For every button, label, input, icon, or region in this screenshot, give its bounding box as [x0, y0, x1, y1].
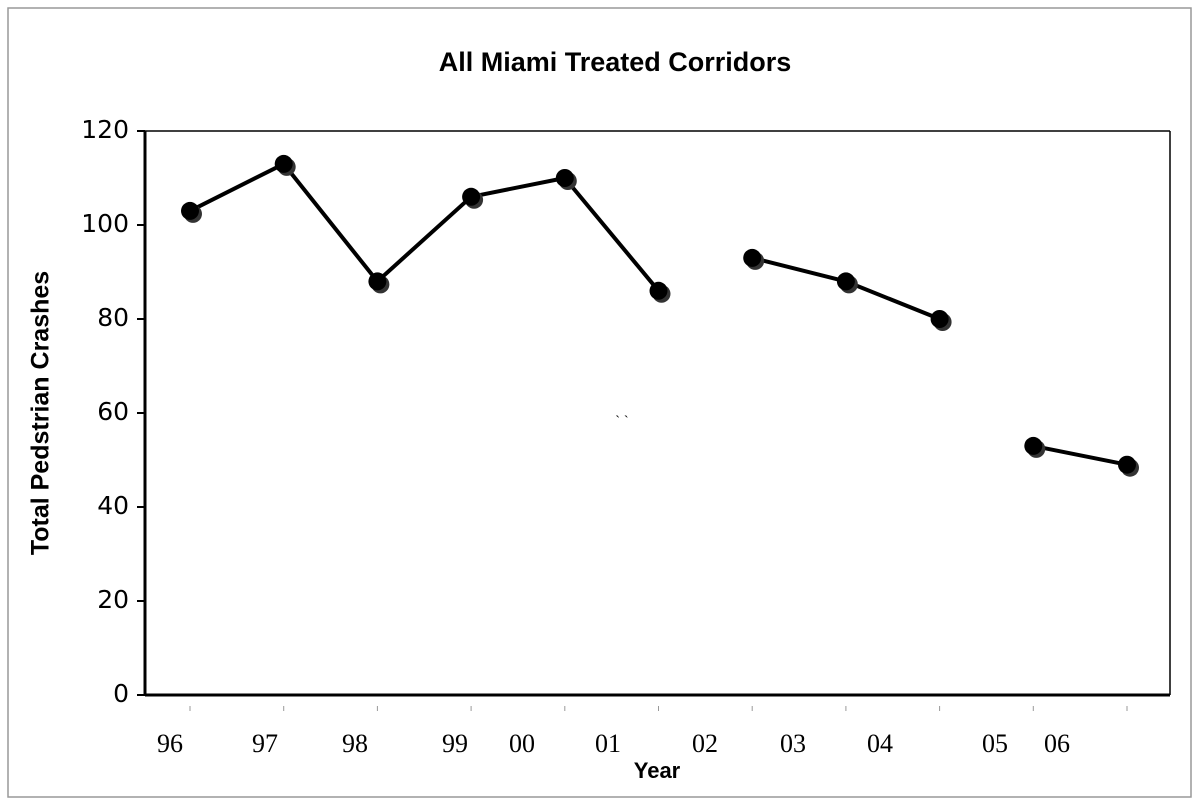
- marker: [368, 272, 387, 291]
- marker: [1024, 436, 1043, 455]
- marker: [181, 201, 199, 220]
- y-tick-label: 0: [113, 679, 129, 708]
- y-axis-label: Total Pedstrian Crashes: [27, 271, 55, 555]
- x-tick-label: 03: [780, 729, 806, 758]
- marker: [555, 169, 574, 187]
- marker: [930, 310, 949, 328]
- marker: [836, 272, 855, 291]
- marker: [462, 187, 481, 206]
- x-tick-label: 01: [595, 729, 621, 758]
- y-tick-label: 60: [97, 397, 129, 426]
- x-tick-label: 99: [442, 729, 468, 758]
- y-tick-label: 20: [97, 585, 129, 614]
- x-tick-label: 04: [867, 729, 893, 758]
- marker: [743, 248, 762, 267]
- chart-border: [7, 7, 1192, 798]
- y-tick-label: 100: [81, 209, 129, 238]
- x-tick-label: 97: [252, 729, 278, 758]
- x-tick-label: 96: [157, 729, 183, 758]
- y-tick-label: 120: [81, 115, 129, 144]
- y-tick-label: 80: [97, 303, 129, 332]
- marker: [1118, 455, 1136, 474]
- x-tick-label: 06: [1044, 729, 1070, 758]
- line-segment: [189, 161, 661, 293]
- x-tick-label: 98: [342, 729, 368, 758]
- marker: [274, 154, 293, 173]
- chart-title: All Miami Treated Corridors: [439, 47, 792, 77]
- annotation: ` `: [615, 413, 628, 429]
- y-tick-label: 40: [97, 491, 129, 520]
- x-tick-label: 02: [692, 729, 718, 758]
- line-segment: [1032, 443, 1128, 467]
- x-tick-label: 05: [982, 729, 1008, 758]
- x-tick-label: 00: [509, 729, 535, 758]
- marker: [649, 281, 668, 300]
- x-axis-label: Year: [634, 758, 681, 783]
